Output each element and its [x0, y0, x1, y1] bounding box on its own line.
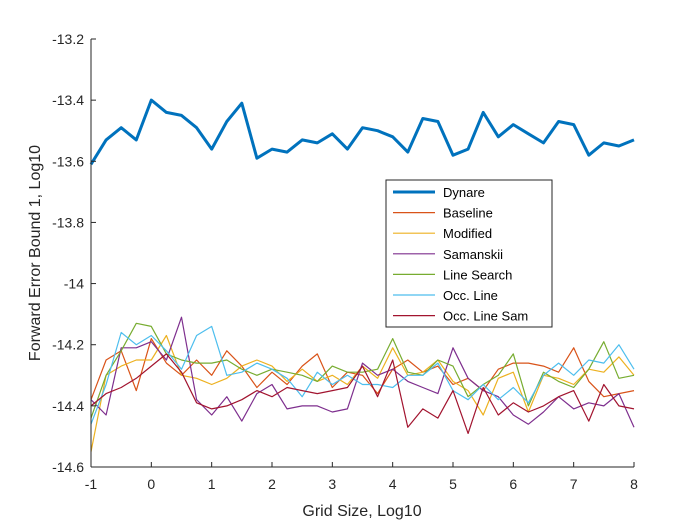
x-tick-label: 5: [449, 476, 457, 492]
y-tick-label: -14.2: [52, 337, 84, 353]
y-ticks: -14.6 -14.4 -14.2 -14 -13.8 -13.6 -13.4 -13.2: [52, 31, 96, 475]
y-tick-label: -14: [64, 276, 84, 292]
axes-layer: -1 0 1 2 3 4 5 6 7 8 -14.6 -14.4 -14.2 -14 -13.8 -13.6…: [52, 31, 638, 492]
x-tick-label: 3: [328, 476, 336, 492]
y-tick-label: -13.8: [52, 214, 84, 230]
legend-label-line-search: Line Search: [443, 267, 512, 282]
legend-label-modified: Modified: [443, 226, 492, 241]
y-axis-title: Forward Error Bound 1, Log10: [27, 145, 44, 361]
x-tick-label: 1: [208, 476, 216, 492]
y-tick-label: -13.2: [52, 31, 84, 47]
y-tick-label: -13.6: [52, 153, 84, 169]
x-tick-label: 6: [509, 476, 517, 492]
series-line-samanskii: [90, 316, 635, 428]
y-tick-label: -14.6: [52, 459, 84, 475]
legend-label-occ-line: Occ. Line: [443, 288, 498, 303]
series-line-occ-line-sam: [90, 353, 635, 434]
y-tick-label: -13.4: [52, 92, 84, 108]
legend-items: Dynare Baseline Modified Samanskii Line Sear…: [393, 185, 528, 324]
legend-label-occ-line-sam: Occ. Line Sam: [443, 309, 528, 324]
series-layer: [89, 98, 635, 452]
legend-label-dynare: Dynare: [443, 185, 485, 200]
x-axis-title: Grid Size, Log10: [302, 503, 421, 520]
x-tick-label: 0: [147, 476, 155, 492]
series-line-line-search: [90, 322, 635, 419]
x-tick-label: 7: [570, 476, 578, 492]
x-tick-label: 8: [630, 476, 638, 492]
series-line-occ-line: [90, 325, 635, 425]
legend: Dynare Baseline Modified Samanskii Line Sear…: [385, 179, 553, 328]
legend-label-baseline: Baseline: [443, 206, 493, 221]
x-tick-label: 4: [389, 476, 397, 492]
x-tick-label: -1: [85, 476, 98, 492]
series-line-dynare: [89, 98, 635, 166]
y-tick-label: -14.4: [52, 398, 84, 414]
legend-label-samanskii: Samanskii: [443, 247, 503, 262]
x-ticks: -1 0 1 2 3 4 5 6 7 8: [85, 462, 638, 492]
x-tick-label: 2: [268, 476, 276, 492]
